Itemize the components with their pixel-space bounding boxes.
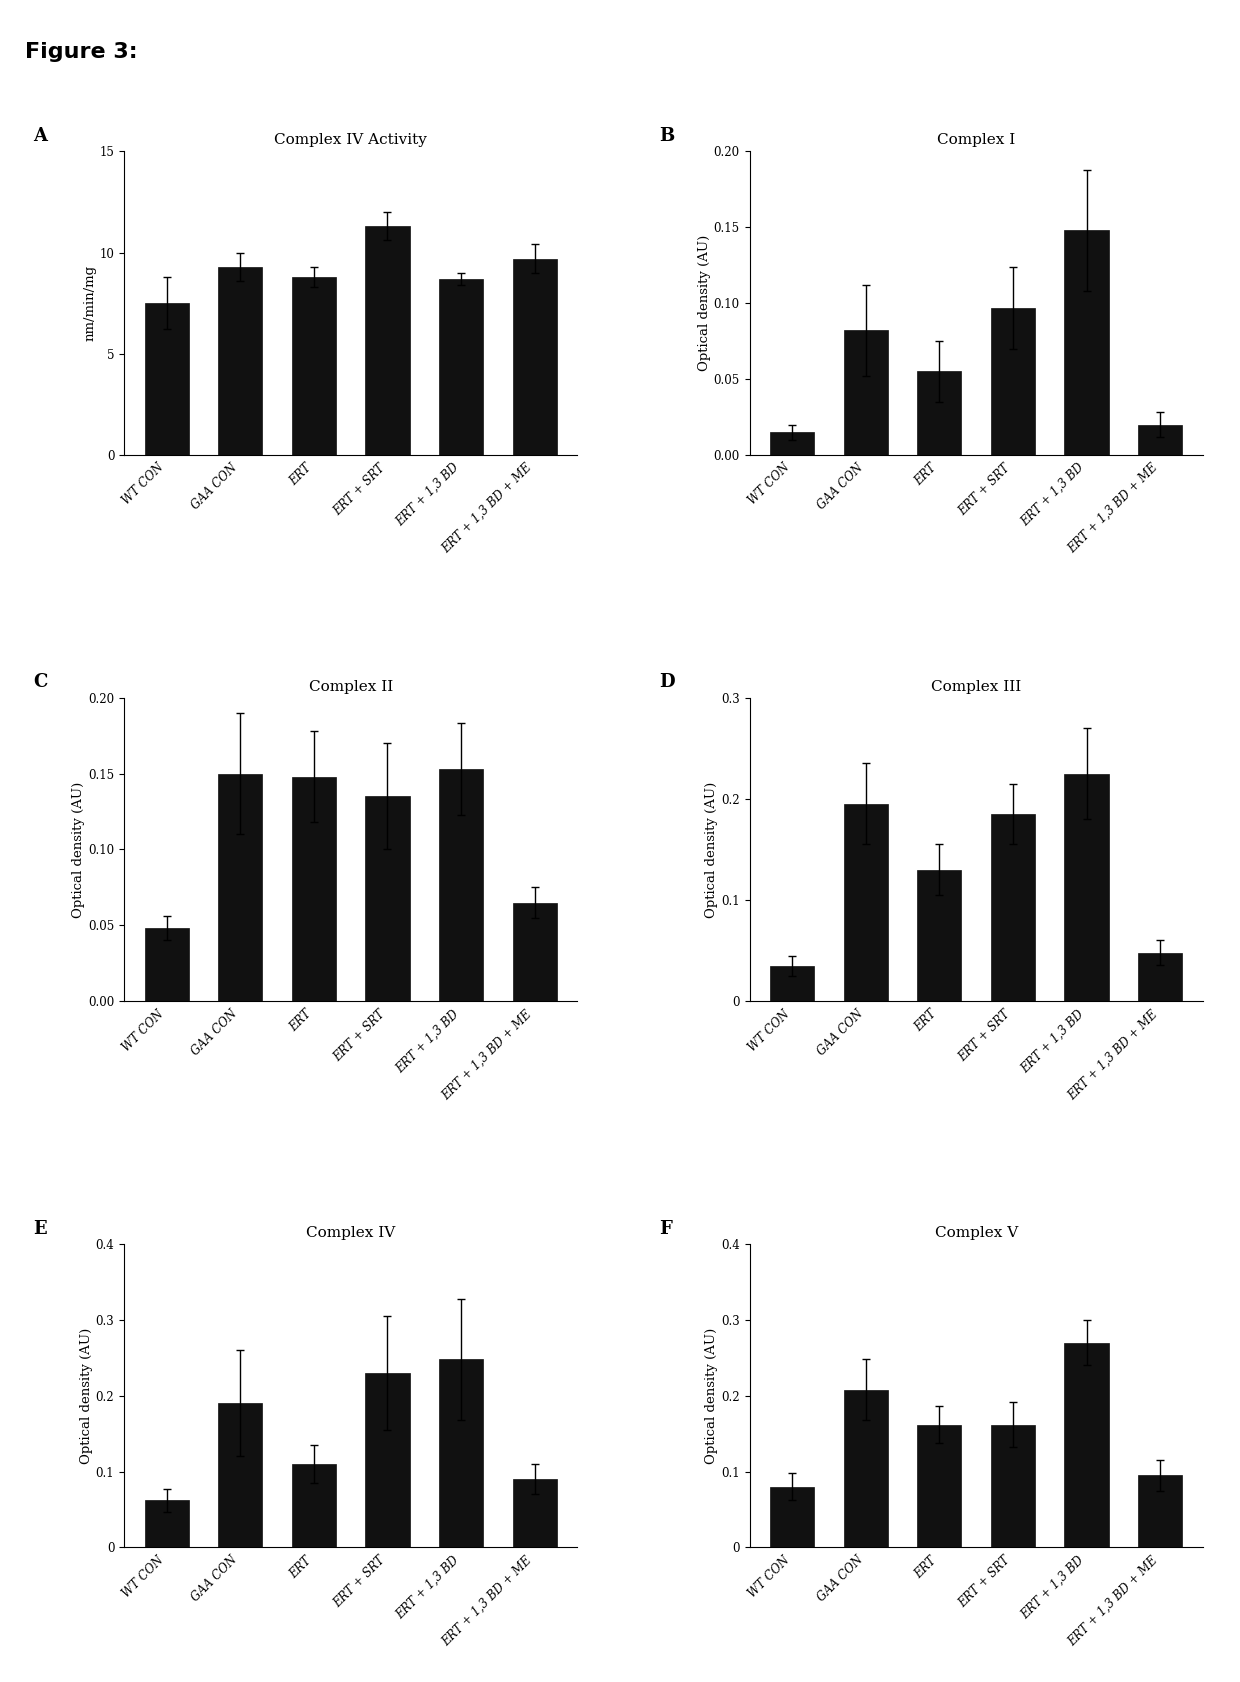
Bar <box>512 903 557 1001</box>
Text: B: B <box>658 128 675 145</box>
Y-axis label: Optical density (AU): Optical density (AU) <box>706 780 718 918</box>
Bar <box>366 1373 409 1547</box>
Y-axis label: Optical density (AU): Optical density (AU) <box>72 780 86 918</box>
Bar <box>145 303 188 454</box>
Bar <box>918 372 961 454</box>
Bar <box>991 1425 1035 1547</box>
Title: Complex III: Complex III <box>931 680 1022 693</box>
Bar <box>770 1487 815 1547</box>
Bar <box>218 267 263 454</box>
Bar <box>439 1359 484 1547</box>
Bar <box>1138 1475 1182 1547</box>
Bar <box>1064 230 1109 454</box>
Bar <box>366 796 409 1001</box>
Bar <box>366 227 409 454</box>
Bar <box>1138 952 1182 1001</box>
Text: Figure 3:: Figure 3: <box>25 42 138 62</box>
Bar <box>218 1403 263 1547</box>
Bar <box>991 814 1035 1001</box>
Y-axis label: Optical density (AU): Optical density (AU) <box>79 1327 93 1463</box>
Title: Complex II: Complex II <box>309 680 393 693</box>
Title: Complex V: Complex V <box>935 1226 1018 1240</box>
Bar <box>770 965 815 1001</box>
Text: A: A <box>33 128 47 145</box>
Bar <box>439 769 484 1001</box>
Bar <box>291 1463 336 1547</box>
Text: C: C <box>33 673 47 691</box>
Title: Complex I: Complex I <box>937 133 1016 148</box>
Bar <box>145 1500 188 1547</box>
Bar <box>291 777 336 1001</box>
Bar <box>1138 424 1182 454</box>
Bar <box>843 804 888 1001</box>
Bar <box>843 1389 888 1547</box>
Title: Complex IV: Complex IV <box>306 1226 396 1240</box>
Title: Complex IV Activity: Complex IV Activity <box>274 133 427 148</box>
Bar <box>291 278 336 454</box>
Text: F: F <box>658 1219 672 1238</box>
Bar <box>770 432 815 454</box>
Bar <box>218 774 263 1001</box>
Bar <box>145 928 188 1001</box>
Text: E: E <box>33 1219 47 1238</box>
Bar <box>439 279 484 454</box>
Text: D: D <box>658 673 675 691</box>
Y-axis label: nm/min/mg: nm/min/mg <box>83 266 97 341</box>
Bar <box>1064 774 1109 1001</box>
Bar <box>918 870 961 1001</box>
Bar <box>843 330 888 454</box>
Bar <box>918 1425 961 1547</box>
Bar <box>512 259 557 454</box>
Bar <box>1064 1342 1109 1547</box>
Bar <box>991 308 1035 454</box>
Bar <box>512 1478 557 1547</box>
Y-axis label: Optical density (AU): Optical density (AU) <box>698 235 711 372</box>
Y-axis label: Optical density (AU): Optical density (AU) <box>706 1327 718 1463</box>
